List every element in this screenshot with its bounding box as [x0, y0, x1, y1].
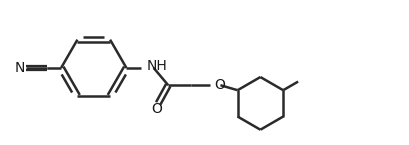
Text: O: O — [214, 78, 225, 92]
Text: O: O — [151, 102, 162, 116]
Text: NH: NH — [146, 59, 167, 73]
Text: N: N — [15, 61, 25, 75]
